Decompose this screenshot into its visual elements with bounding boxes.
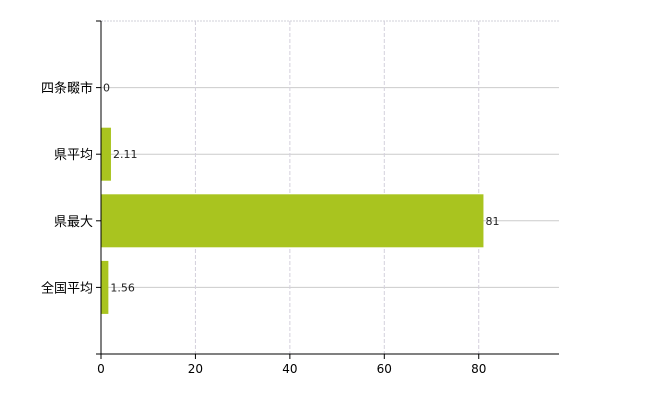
data-label: 0 [103,82,110,95]
category-label: 県最大 [54,215,93,230]
data-label: 2.11 [113,148,138,161]
bar [101,260,109,314]
x-tick-label: 0 [97,362,105,376]
x-tick-label: 40 [282,362,297,376]
bar [101,194,484,248]
category-label: 県平均 [54,148,93,163]
category-label: 全国平均 [41,280,93,296]
category-label: 四条畷市 [41,81,93,97]
data-label: 81 [485,215,499,228]
x-tick-label: 80 [471,362,486,376]
x-tick-label: 60 [377,362,392,376]
x-tick-label: 20 [188,362,203,376]
bar [101,127,111,181]
data-label: 1.56 [110,281,135,294]
